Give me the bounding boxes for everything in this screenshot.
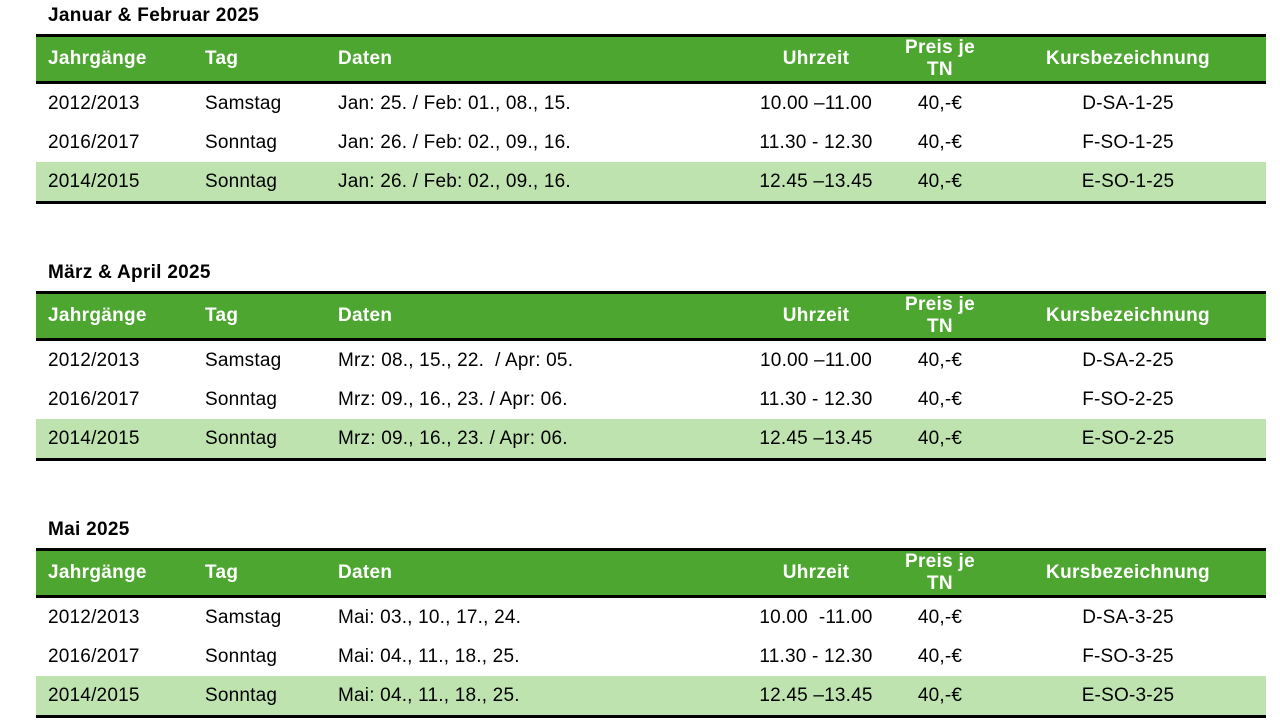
- cell-jahrgaenge: 2014/2015: [36, 676, 193, 717]
- cell-preis-je-tn: 40,-€: [917, 606, 963, 628]
- cell-uhrzeit: 11.30 - 12.30: [759, 388, 873, 410]
- cell-tag: Sonntag: [193, 419, 326, 460]
- cell-tag: Sonntag: [193, 162, 326, 203]
- column-header-uhrzeit: Uhrzeit: [742, 549, 890, 598]
- cell-preis-je-tn: 40,-€: [917, 388, 963, 410]
- column-header-uhrzeit: Uhrzeit: [742, 35, 890, 84]
- cell-kursbezeichnung: D-SA-2-25: [1082, 349, 1174, 371]
- column-header-jahrgaenge: Jahrgänge: [36, 549, 193, 598]
- schedule-table: Jahrgänge Tag Daten Uhrzeit Preis je TN …: [36, 548, 1266, 718]
- cell-tag: Sonntag: [193, 676, 326, 717]
- cell-uhrzeit: 12.45 –13.45: [742, 676, 890, 717]
- schedule-table: Jahrgänge Tag Daten Uhrzeit Preis je TN …: [36, 291, 1266, 461]
- column-header-preis-je-tn: Preis je TN: [890, 35, 990, 84]
- cell-jahrgaenge: 2012/2013: [48, 349, 140, 371]
- cell-kursbezeichnung: D-SA-1-25: [1082, 92, 1174, 114]
- column-header-tag: Tag: [193, 549, 326, 598]
- table-header-row: Jahrgänge Tag Daten Uhrzeit Preis je TN …: [36, 549, 1266, 598]
- cell-jahrgaenge: 2014/2015: [36, 162, 193, 203]
- table-row: 2016/2017 Sonntag Mai: 04., 11., 18., 25…: [36, 637, 1266, 676]
- table-header-row: Jahrgänge Tag Daten Uhrzeit Preis je TN …: [36, 35, 1266, 84]
- cell-preis-je-tn: 40,-€: [917, 349, 963, 371]
- section-title: Mai 2025: [48, 519, 130, 540]
- schedule-section: März & April 2025 Jahrgänge Tag Daten Uh…: [36, 262, 1280, 461]
- cell-daten: Mai: 04., 11., 18., 25.: [338, 645, 520, 667]
- cell-tag: Samstag: [205, 92, 282, 114]
- table-row: 2014/2015 Sonntag Jan: 26. / Feb: 02., 0…: [36, 162, 1266, 203]
- cell-kursbezeichnung: D-SA-3-25: [1082, 606, 1174, 628]
- table-body: 2012/2013 Samstag Jan: 25. / Feb: 01., 0…: [36, 83, 1266, 203]
- schedule-section: Mai 2025 Jahrgänge Tag Daten Uhrzeit Pre…: [36, 519, 1280, 718]
- cell-uhrzeit: 12.45 –13.45: [742, 419, 890, 460]
- cell-uhrzeit: 10.00 –11.00: [760, 349, 872, 371]
- cell-uhrzeit: 10.00 -11.00: [759, 606, 873, 628]
- column-header-uhrzeit: Uhrzeit: [742, 292, 890, 341]
- cell-preis-je-tn: 40,-€: [917, 92, 963, 114]
- table-row: 2014/2015 Sonntag Mai: 04., 11., 18., 25…: [36, 676, 1266, 717]
- table-body: 2012/2013 Samstag Mai: 03., 10., 17., 24…: [36, 597, 1266, 717]
- column-header-kursbezeichnung: Kursbezeichnung: [990, 35, 1266, 84]
- cell-preis-je-tn: 40,-€: [890, 676, 990, 717]
- cell-daten: Mai: 04., 11., 18., 25.: [326, 676, 742, 717]
- cell-preis-je-tn: 40,-€: [890, 162, 990, 203]
- cell-uhrzeit: 12.45 –13.45: [742, 162, 890, 203]
- cell-daten: Jan: 26. / Feb: 02., 09., 16.: [338, 131, 571, 153]
- cell-kursbezeichnung: F-SO-1-25: [1082, 131, 1174, 153]
- cell-daten: Mai: 03., 10., 17., 24.: [338, 606, 522, 628]
- cell-tag: Samstag: [205, 606, 282, 628]
- cell-preis-je-tn: 40,-€: [890, 419, 990, 460]
- cell-daten: Jan: 25. / Feb: 01., 08., 15.: [338, 92, 571, 114]
- table-row: 2012/2013 Samstag Mrz: 08., 15., 22. / A…: [36, 340, 1266, 381]
- cell-kursbezeichnung: F-SO-2-25: [1082, 388, 1174, 410]
- table-row: 2012/2013 Samstag Mai: 03., 10., 17., 24…: [36, 597, 1266, 638]
- table-row: 2012/2013 Samstag Jan: 25. / Feb: 01., 0…: [36, 83, 1266, 124]
- cell-jahrgaenge: 2014/2015: [36, 419, 193, 460]
- table-row: 2014/2015 Sonntag Mrz: 09., 16., 23. / A…: [36, 419, 1266, 460]
- cell-daten: Jan: 26. / Feb: 02., 09., 16.: [326, 162, 742, 203]
- cell-uhrzeit: 11.30 - 12.30: [759, 645, 873, 667]
- cell-uhrzeit: 10.00 –11.00: [760, 92, 872, 114]
- column-header-daten: Daten: [326, 35, 742, 84]
- cell-tag: Samstag: [205, 349, 282, 371]
- schedule-table: Jahrgänge Tag Daten Uhrzeit Preis je TN …: [36, 34, 1266, 204]
- column-header-preis-je-tn: Preis je TN: [890, 549, 990, 598]
- cell-kursbezeichnung: E-SO-3-25: [990, 676, 1266, 717]
- cell-jahrgaenge: 2012/2013: [48, 92, 140, 114]
- cell-kursbezeichnung: E-SO-2-25: [990, 419, 1266, 460]
- cell-preis-je-tn: 40,-€: [917, 131, 963, 153]
- cell-daten: Mrz: 09., 16., 23. / Apr: 06.: [326, 419, 742, 460]
- column-header-kursbezeichnung: Kursbezeichnung: [990, 292, 1266, 341]
- column-header-kursbezeichnung: Kursbezeichnung: [990, 549, 1266, 598]
- column-header-jahrgaenge: Jahrgänge: [36, 292, 193, 341]
- cell-tag: Sonntag: [205, 645, 278, 667]
- cell-tag: Sonntag: [205, 388, 278, 410]
- column-header-daten: Daten: [326, 292, 742, 341]
- cell-jahrgaenge: 2016/2017: [48, 388, 140, 410]
- cell-jahrgaenge: 2012/2013: [48, 606, 140, 628]
- schedule-sections-container: Januar & Februar 2025 Jahrgänge Tag Date…: [36, 5, 1280, 718]
- table-row: 2016/2017 Sonntag Jan: 26. / Feb: 02., 0…: [36, 123, 1266, 162]
- cell-jahrgaenge: 2016/2017: [48, 131, 140, 153]
- cell-kursbezeichnung: F-SO-3-25: [1082, 645, 1174, 667]
- cell-uhrzeit: 11.30 - 12.30: [759, 131, 873, 153]
- section-title: März & April 2025: [48, 262, 211, 283]
- table-body: 2012/2013 Samstag Mrz: 08., 15., 22. / A…: [36, 340, 1266, 460]
- table-row: 2016/2017 Sonntag Mrz: 09., 16., 23. / A…: [36, 380, 1266, 419]
- column-header-daten: Daten: [326, 549, 742, 598]
- section-title: Januar & Februar 2025: [48, 5, 260, 26]
- column-header-tag: Tag: [193, 292, 326, 341]
- column-header-tag: Tag: [193, 35, 326, 84]
- cell-daten: Mrz: 09., 16., 23. / Apr: 06.: [338, 388, 568, 410]
- cell-kursbezeichnung: E-SO-1-25: [990, 162, 1266, 203]
- table-header-row: Jahrgänge Tag Daten Uhrzeit Preis je TN …: [36, 292, 1266, 341]
- cell-preis-je-tn: 40,-€: [917, 645, 963, 667]
- column-header-preis-je-tn: Preis je TN: [890, 292, 990, 341]
- column-header-jahrgaenge: Jahrgänge: [36, 35, 193, 84]
- cell-daten: Mrz: 08., 15., 22. / Apr: 05.: [338, 349, 574, 371]
- schedule-section: Januar & Februar 2025 Jahrgänge Tag Date…: [36, 5, 1280, 204]
- cell-tag: Sonntag: [205, 131, 278, 153]
- cell-jahrgaenge: 2016/2017: [48, 645, 140, 667]
